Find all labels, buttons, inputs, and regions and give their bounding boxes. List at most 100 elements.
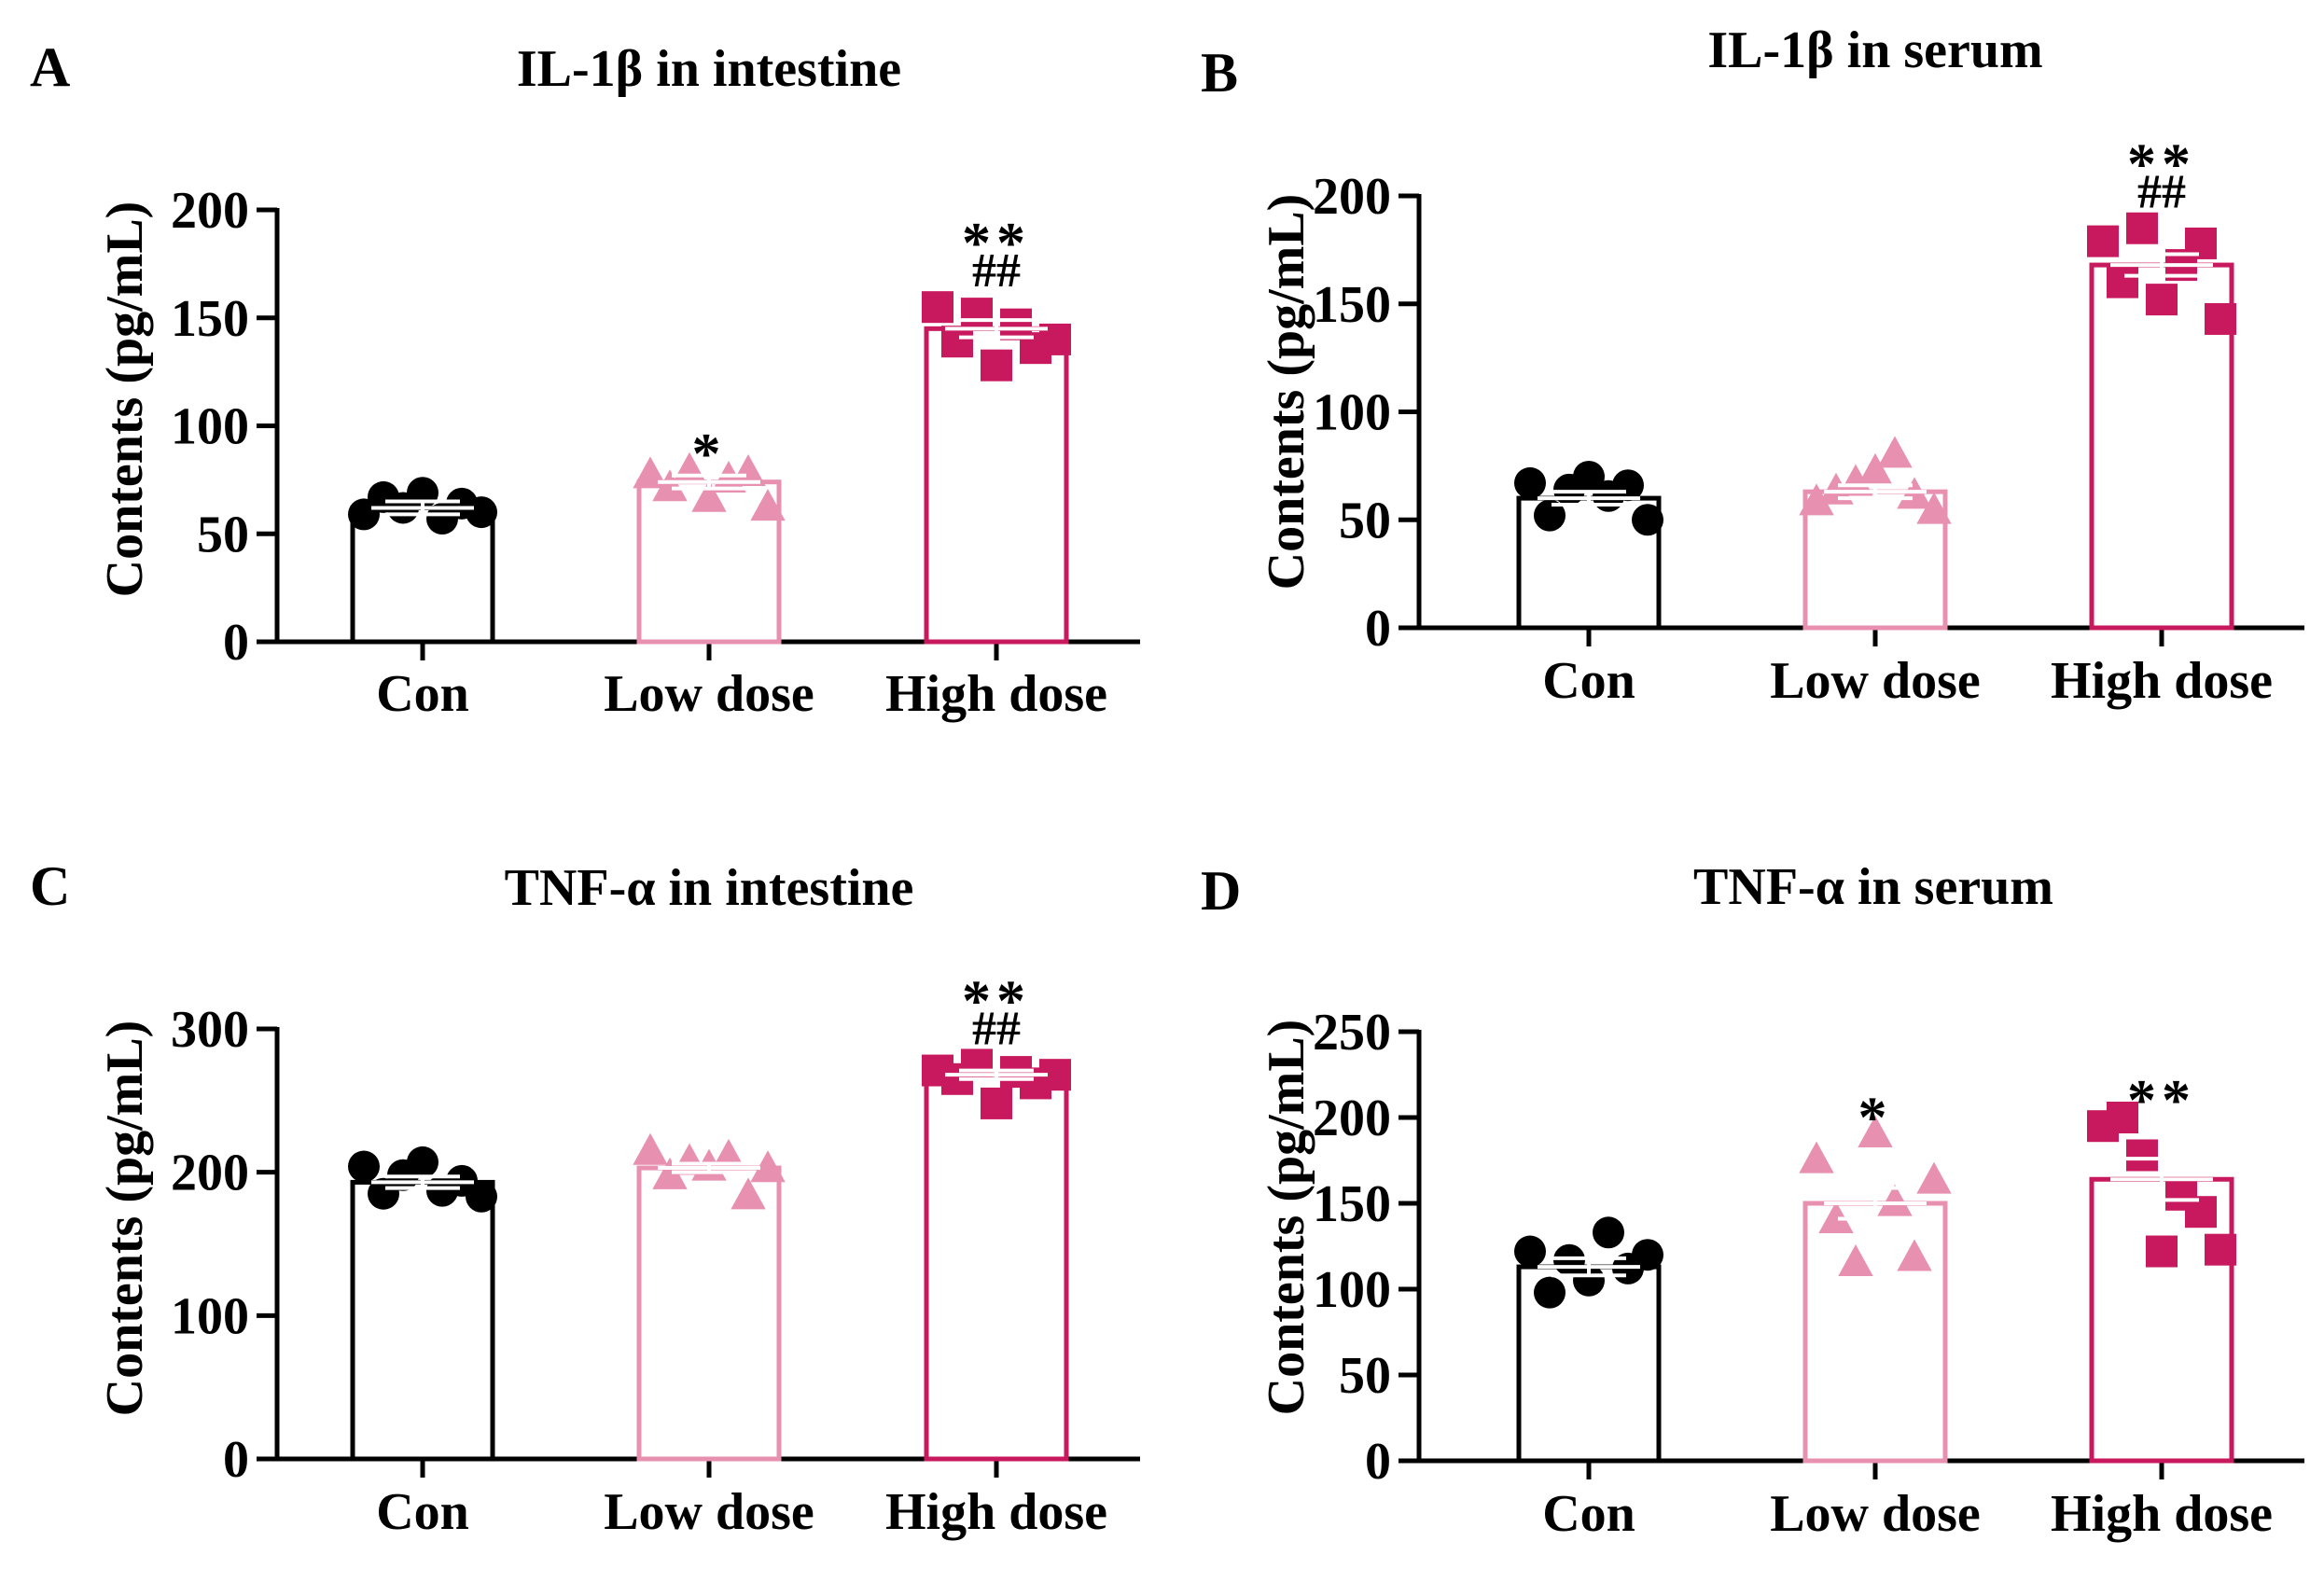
panel-a: A IL-1β in intestine Contents (pg/mL) 0 5… bbox=[0, 0, 1162, 784]
y-tick-label-d-2: 100 bbox=[1313, 1261, 1391, 1319]
significance-star-c-2: ** bbox=[962, 969, 1031, 1033]
error-bar-a-1 bbox=[658, 473, 760, 491]
data-point-c-0-3 bbox=[407, 1146, 438, 1178]
error-bar-d-1 bbox=[1824, 1186, 1927, 1221]
chart-a-svg: A IL-1β in intestine Contents (pg/mL) 0 5… bbox=[30, 36, 1140, 723]
data-point-a-1-5 bbox=[731, 454, 766, 487]
significance-star-b-2: ** bbox=[2127, 133, 2196, 197]
y-tick-label-b-1: 50 bbox=[1339, 492, 1391, 549]
bar-c-0 bbox=[350, 1179, 495, 1462]
y-tick-label-a-4: 200 bbox=[171, 182, 249, 240]
category-label-b-1: Low dose bbox=[1770, 652, 1981, 710]
data-point-d-2-6 bbox=[2205, 1233, 2236, 1266]
y-tick-label-b-2: 100 bbox=[1313, 384, 1391, 442]
panel-d: D TNF-α in serum Contents (pg/mL) 0 50 100… bbox=[1162, 784, 2323, 1569]
data-point-b-0-6 bbox=[1632, 504, 1663, 536]
y-axis-label-c: Contents (pg/mL) bbox=[96, 1021, 154, 1417]
category-label-c-1: Low dose bbox=[604, 1483, 814, 1541]
y-axis-label-a: Contents (pg/mL) bbox=[96, 201, 154, 598]
data-point-d-0-1 bbox=[1534, 1276, 1566, 1309]
y-tick-label-d-0: 0 bbox=[1365, 1433, 1391, 1491]
y-tick-label-a-2: 100 bbox=[171, 398, 249, 456]
error-bar-d-2 bbox=[2110, 1157, 2213, 1202]
y-axis-label-b: Contents (pg/mL) bbox=[1258, 194, 1315, 590]
y-tick-label-c-0: 0 bbox=[223, 1431, 249, 1489]
category-label-d-2: High dose bbox=[2051, 1485, 2273, 1543]
error-bar-b-0 bbox=[1538, 490, 1640, 507]
category-label-a-2: High dose bbox=[885, 665, 1107, 723]
significance-star-a-2: ** bbox=[962, 212, 1031, 275]
data-point-c-1-0 bbox=[633, 1132, 668, 1165]
data-point-d-1-4 bbox=[1877, 1184, 1913, 1216]
error-bar-b-2 bbox=[2110, 252, 2213, 278]
y-tick-label-b-4: 200 bbox=[1313, 168, 1391, 226]
data-point-d-0-4 bbox=[1593, 1216, 1624, 1249]
y-tick-label-c-1: 100 bbox=[171, 1287, 249, 1345]
data-point-c-0-6 bbox=[466, 1180, 497, 1213]
significance-star-a-1: * bbox=[692, 423, 727, 486]
bar-c-1 bbox=[636, 1165, 782, 1462]
data-point-d-1-6 bbox=[1916, 1161, 1952, 1194]
data-point-b-1-6 bbox=[1916, 492, 1952, 524]
data-point-b-2-2 bbox=[2126, 212, 2158, 244]
error-bar-c-1 bbox=[658, 1161, 760, 1174]
category-label-d-0: Con bbox=[1542, 1485, 1635, 1543]
data-point-a-2-2 bbox=[961, 298, 993, 330]
data-point-c-1-1 bbox=[652, 1157, 688, 1189]
panel-letter-a: A bbox=[30, 36, 70, 98]
error-bar-c-0 bbox=[371, 1174, 474, 1190]
y-tick-label-d-1: 50 bbox=[1339, 1347, 1391, 1405]
data-point-a-0-6 bbox=[466, 496, 497, 529]
panel-b: B IL-1β in serum Contents (pg/mL) 0 50 100… bbox=[1162, 0, 2323, 784]
y-axis-label-d: Contents (pg/mL) bbox=[1258, 1020, 1315, 1416]
data-point-d-1-5 bbox=[1897, 1239, 1932, 1271]
significance-star-d-2: ** bbox=[2127, 1069, 2196, 1132]
data-point-b-1-0 bbox=[1799, 483, 1834, 516]
y-tick-label-a-0: 0 bbox=[223, 614, 249, 672]
data-point-a-2-3 bbox=[981, 349, 1012, 382]
bar-a-0 bbox=[350, 505, 495, 645]
chart-title-d: TNF-α in serum bbox=[1693, 858, 2053, 916]
chart-d-svg: D TNF-α in serum Contents (pg/mL) 0 50 100… bbox=[1201, 858, 2304, 1543]
data-point-a-1-3 bbox=[691, 479, 727, 512]
data-point-a-1-1 bbox=[652, 469, 688, 502]
chart-title-b: IL-1β in serum bbox=[1707, 21, 2042, 79]
y-tick-label-c-3: 300 bbox=[171, 1001, 249, 1059]
panel-letter-b: B bbox=[1201, 42, 1238, 104]
data-point-b-1-2 bbox=[1838, 464, 1873, 496]
data-point-c-2-3 bbox=[981, 1087, 1012, 1119]
chart-title-c: TNF-α in intestine bbox=[505, 859, 914, 917]
data-point-d-2-1 bbox=[2107, 1102, 2138, 1133]
y-tick-label-d-4: 200 bbox=[1313, 1090, 1391, 1147]
data-point-b-0-0 bbox=[1514, 466, 1546, 499]
error-bar-a-0 bbox=[371, 499, 474, 517]
panel-c: C TNF-α in intestine Contents (pg/mL) 0 1… bbox=[0, 784, 1162, 1569]
data-point-a-1-6 bbox=[750, 489, 786, 521]
data-point-c-0-0 bbox=[348, 1150, 380, 1183]
bar-c-2 bbox=[924, 1072, 1069, 1462]
data-point-d-0-0 bbox=[1514, 1235, 1546, 1268]
data-point-b-2-0 bbox=[2087, 225, 2119, 257]
data-point-b-2-3 bbox=[2146, 284, 2178, 316]
error-bar-b-1 bbox=[1824, 483, 1927, 501]
data-point-d-0-6 bbox=[1632, 1239, 1663, 1271]
error-bar-d-0 bbox=[1538, 1256, 1640, 1278]
y-tick-label-a-1: 50 bbox=[197, 506, 249, 563]
y-tick-label-c-2: 200 bbox=[171, 1145, 249, 1202]
data-point-b-0-1 bbox=[1534, 499, 1566, 532]
panel-letter-d: D bbox=[1201, 860, 1241, 922]
data-point-b-0-3 bbox=[1573, 460, 1605, 493]
data-point-d-2-3 bbox=[2146, 1235, 2178, 1268]
category-label-c-2: High dose bbox=[885, 1483, 1107, 1541]
y-tick-label-a-3: 150 bbox=[171, 290, 249, 348]
y-tick-label-d-5: 250 bbox=[1313, 1004, 1391, 1062]
category-label-b-2: High dose bbox=[2051, 652, 2273, 710]
data-point-c-1-5 bbox=[731, 1177, 766, 1210]
panel-letter-c: C bbox=[30, 855, 70, 917]
significance-hash-b-2: ## bbox=[2137, 166, 2186, 219]
data-point-d-1-1 bbox=[1818, 1201, 1854, 1233]
data-point-d-1-2 bbox=[1838, 1244, 1873, 1276]
significance-hash-a-2: ## bbox=[972, 244, 1021, 298]
data-point-b-2-6 bbox=[2205, 302, 2236, 335]
data-point-b-2-1 bbox=[2107, 266, 2138, 299]
